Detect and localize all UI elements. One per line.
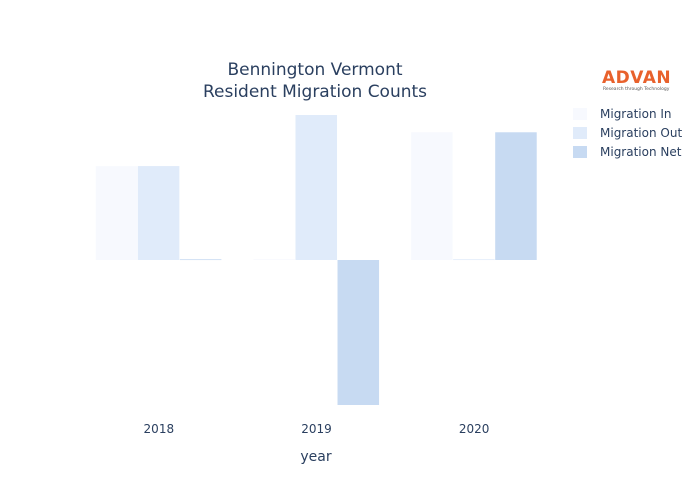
legend-swatch [573, 108, 587, 120]
bar-migration-in-2018[interactable] [95, 166, 138, 260]
legend-item-migration-net[interactable]: Migration Net [573, 145, 682, 159]
x-tick-labels: 2018 2019 2020 [144, 422, 490, 436]
legend-item-migration-in[interactable]: Migration In [573, 107, 672, 121]
x-axis-title: year [300, 449, 331, 465]
x-tick-label-2020: 2020 [459, 422, 490, 436]
bar-migration-out-2020[interactable] [453, 259, 495, 261]
legend-label: Migration In [600, 107, 672, 121]
legend[interactable]: Migration In Migration Out Migration Net [573, 107, 682, 159]
logo-tagline: Research through Technology [603, 86, 670, 92]
bars-group [95, 115, 537, 405]
logo-wordmark: ADVAN [602, 68, 671, 88]
chart-title-line-2: Resident Migration Counts [203, 82, 427, 102]
chart-title-line-1: Bennington Vermont [227, 60, 402, 80]
legend-label: Migration Out [600, 126, 682, 140]
x-tick-label-2019: 2019 [301, 422, 332, 436]
bar-migration-out-2018[interactable] [137, 166, 180, 260]
chart-title: Bennington Vermont Resident Migration Co… [203, 60, 427, 102]
bar-migration-in-2020[interactable] [411, 132, 453, 260]
x-tick-label-2018: 2018 [144, 422, 175, 436]
bar-migration-in-2019[interactable] [253, 259, 295, 261]
bar-migration-net-2018[interactable] [179, 259, 222, 261]
legend-label: Migration Net [600, 145, 682, 159]
advan-logo: ADVAN Research through Technology [602, 68, 671, 92]
legend-swatch [573, 146, 587, 158]
legend-item-migration-out[interactable]: Migration Out [573, 126, 682, 140]
legend-swatch [573, 127, 587, 139]
bar-migration-net-2020[interactable] [495, 132, 537, 260]
bar-migration-out-2019[interactable] [295, 115, 338, 260]
bar-migration-net-2019[interactable] [337, 260, 380, 405]
